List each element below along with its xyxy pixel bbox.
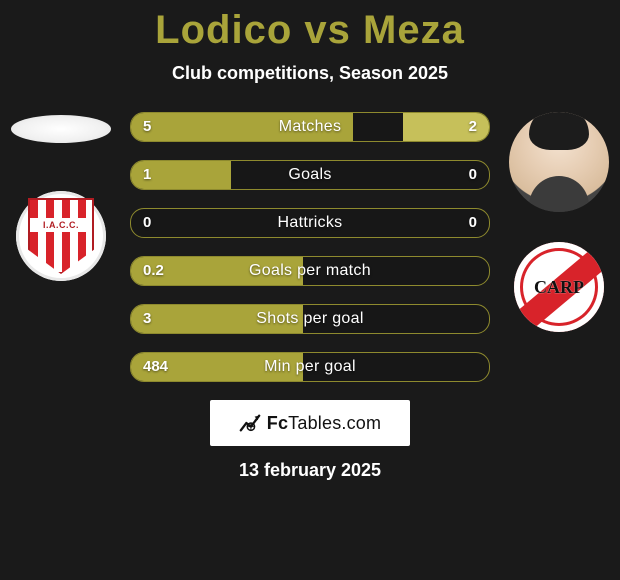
player-a-club-badge: I.A.C.C. — [16, 191, 106, 281]
comparison-arena: I.A.C.C. CARP 52Matches 10Goals 00Hattrick… — [0, 112, 620, 382]
stat-row: 3Shots per goal — [130, 304, 490, 334]
fctables-label: FcTables.com — [267, 413, 381, 434]
stat-label: Goals — [131, 161, 489, 189]
stat-row: 0.2Goals per match — [130, 256, 490, 286]
iacc-shield-icon: I.A.C.C. — [28, 198, 94, 274]
left-player-column: I.A.C.C. — [6, 112, 116, 281]
title-player-a: Lodico — [155, 8, 292, 52]
stat-label: Goals per match — [131, 257, 489, 285]
stats-table: 52Matches 10Goals 00Hattricks 0.2Goals per … — [130, 112, 490, 382]
stat-row: 10Goals — [130, 160, 490, 190]
stat-label: Hattricks — [131, 209, 489, 237]
stat-label: Shots per goal — [131, 305, 489, 333]
player-b-avatar — [509, 112, 609, 212]
river-monogram: CARP — [534, 278, 584, 296]
stat-label: Matches — [131, 113, 489, 141]
stat-row: 52Matches — [130, 112, 490, 142]
player-b-club-badge: CARP — [514, 242, 604, 332]
stat-row: 484Min per goal — [130, 352, 490, 382]
right-player-column: CARP — [504, 112, 614, 332]
title-vs: vs — [304, 8, 351, 52]
stat-label: Min per goal — [131, 353, 489, 381]
fctables-attribution: FcTables.com — [210, 400, 410, 446]
fctables-suffix: Tables.com — [288, 413, 381, 433]
iacc-band-text: I.A.C.C. — [30, 218, 92, 232]
fctables-logo-icon — [239, 412, 261, 434]
subtitle: Club competitions, Season 2025 — [0, 63, 620, 84]
stat-row: 00Hattricks — [130, 208, 490, 238]
comparison-infographic: Lodico vs Meza Club competitions, Season… — [0, 0, 620, 580]
page-title: Lodico vs Meza — [0, 0, 620, 53]
infographic-date: 13 february 2025 — [0, 460, 620, 481]
title-player-b: Meza — [363, 8, 465, 52]
fctables-prefix: Fc — [267, 413, 288, 433]
player-a-avatar — [11, 115, 111, 143]
